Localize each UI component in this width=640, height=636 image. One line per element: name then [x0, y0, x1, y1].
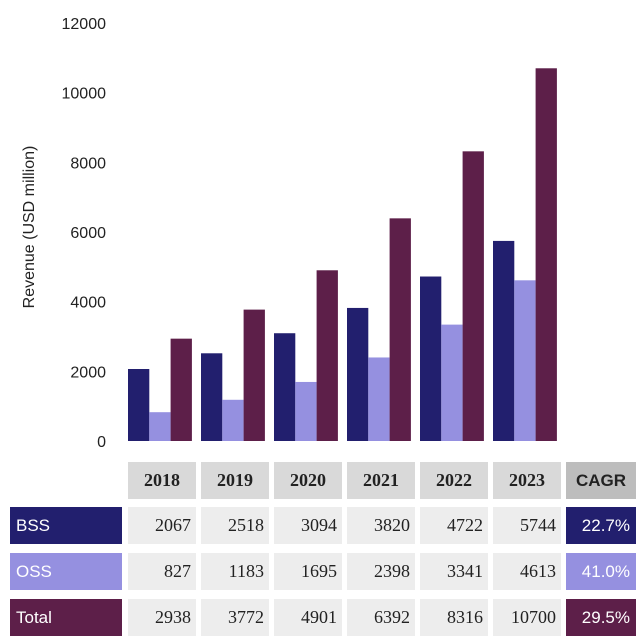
bar-bss-2019: [201, 353, 223, 441]
header-year-2020: 2020: [274, 462, 342, 499]
header-year-2019: 2019: [201, 462, 269, 499]
bars: [128, 68, 557, 442]
y-tick-label: 6000: [70, 225, 106, 242]
table-cell: 2518: [201, 507, 269, 544]
table-row-oss: OSS 827 1183 1695 2398 3341 4613 41.0%: [10, 553, 636, 590]
table-cell: 827: [128, 553, 196, 590]
table-cell: 3341: [420, 553, 488, 590]
cagr-bss: 22.7%: [566, 507, 636, 544]
header-year-2022: 2022: [420, 462, 488, 499]
y-axis-label: Revenue (USD million): [21, 146, 38, 309]
table-header-row: 2018 2019 2020 2021 2022 2023 CAGR: [10, 462, 636, 499]
bar-bss-2021: [347, 307, 369, 441]
bar-total-2019: [243, 309, 265, 441]
table-cell: 4613: [493, 553, 561, 590]
table-cell: 3772: [201, 599, 269, 636]
y-tick-label: 8000: [70, 155, 106, 172]
row-label-oss: OSS: [10, 553, 122, 590]
row-label-bss: BSS: [10, 507, 122, 544]
bar-oss-2022: [441, 324, 463, 441]
header-year-2023: 2023: [493, 462, 561, 499]
y-tick-label: 12000: [62, 16, 107, 33]
table-cell: 10700: [493, 599, 561, 636]
header-year-2021: 2021: [347, 462, 415, 499]
header-cagr: CAGR: [566, 462, 636, 499]
cagr-total: 29.5%: [566, 599, 636, 636]
bar-bss-2018: [128, 368, 150, 441]
revenue-bar-chart: Revenue (USD million) 0 2000 4000 6000 8000 1…: [21, 16, 557, 451]
y-tick-label: 2000: [70, 364, 106, 381]
table-cell: 4901: [274, 599, 342, 636]
y-tick-label: 4000: [70, 295, 106, 312]
table-row-bss: BSS 2067 2518 3094 3820 4722 5744 22.7%: [10, 507, 636, 544]
header-year-2018: 2018: [128, 462, 196, 499]
bar-bss-2020: [274, 333, 296, 441]
table-cell: 2398: [347, 553, 415, 590]
table-cell: 5744: [493, 507, 561, 544]
bar-bss-2023: [493, 240, 515, 441]
table-cell: 3094: [274, 507, 342, 544]
table-cell: 2067: [128, 507, 196, 544]
cagr-oss: 41.0%: [566, 553, 636, 590]
bar-total-2023: [535, 68, 557, 442]
table-cell: 8316: [420, 599, 488, 636]
table-cell: 1695: [274, 553, 342, 590]
table-cell: 1183: [201, 553, 269, 590]
bar-oss-2021: [368, 357, 390, 441]
bar-oss-2020: [295, 381, 317, 441]
y-tick-label: 0: [97, 434, 106, 451]
table-cell: 4722: [420, 507, 488, 544]
row-label-total: Total: [10, 599, 122, 636]
bar-total-2022: [462, 151, 484, 442]
table-cell: 2938: [128, 599, 196, 636]
bar-total-2021: [389, 218, 411, 441]
bar-oss-2019: [222, 399, 244, 441]
bar-oss-2018: [149, 412, 171, 441]
table-cell: 3820: [347, 507, 415, 544]
y-tick-label: 10000: [62, 86, 107, 103]
bar-total-2018: [170, 338, 192, 441]
table-row-total: Total 2938 3772 4901 6392 8316 10700 29.…: [10, 599, 636, 636]
bar-oss-2023: [514, 280, 536, 441]
table-cell: 6392: [347, 599, 415, 636]
bar-total-2020: [316, 270, 338, 441]
y-axis-ticks: 0 2000 4000 6000 8000 10000 12000: [62, 16, 107, 451]
bar-bss-2022: [420, 276, 442, 441]
